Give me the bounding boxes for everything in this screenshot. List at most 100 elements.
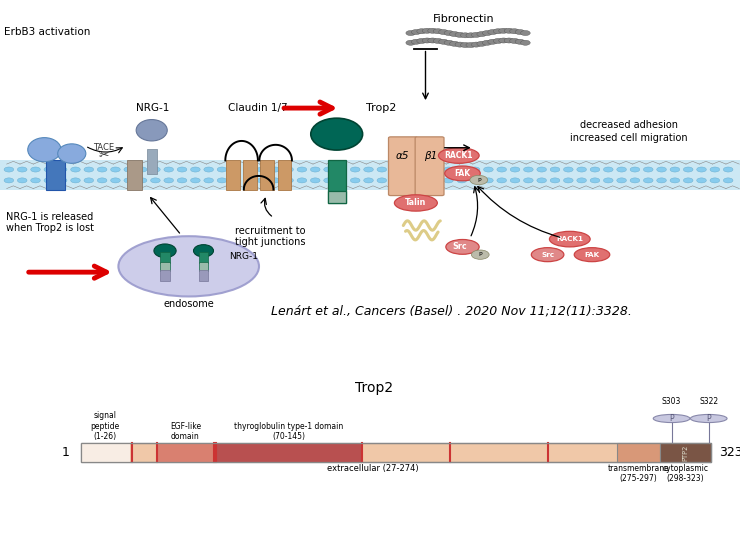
Circle shape (364, 178, 374, 183)
Circle shape (466, 33, 476, 38)
Circle shape (417, 29, 426, 34)
FancyBboxPatch shape (415, 137, 444, 195)
Circle shape (710, 178, 719, 183)
Circle shape (683, 167, 693, 172)
Circle shape (710, 167, 719, 172)
Circle shape (521, 40, 530, 45)
Circle shape (244, 167, 253, 172)
Circle shape (499, 28, 508, 33)
Circle shape (297, 178, 307, 183)
Circle shape (411, 39, 421, 44)
Text: transmembrane
(275-297): transmembrane (275-297) (608, 464, 669, 483)
Circle shape (537, 167, 546, 172)
Circle shape (431, 178, 440, 183)
Text: Talin: Talin (406, 199, 426, 207)
Circle shape (178, 178, 186, 183)
Bar (328, 191, 346, 203)
Circle shape (391, 178, 400, 183)
Text: ErbB3 activation: ErbB3 activation (4, 27, 90, 37)
Text: increased cell migration: increased cell migration (571, 133, 687, 143)
Circle shape (244, 178, 253, 183)
Circle shape (657, 167, 666, 172)
Text: Fibronectin: Fibronectin (433, 14, 494, 24)
Circle shape (510, 38, 519, 44)
Circle shape (450, 31, 460, 37)
Circle shape (497, 167, 507, 172)
Circle shape (696, 178, 706, 183)
Text: P: P (707, 414, 711, 423)
Circle shape (591, 178, 599, 183)
Bar (81, 443, 130, 462)
Text: decreased adhesion: decreased adhesion (580, 120, 678, 130)
Bar (161, 252, 170, 263)
Circle shape (433, 38, 443, 44)
Text: signal
peptide
(1-26): signal peptide (1-26) (90, 411, 120, 441)
Circle shape (4, 167, 13, 172)
Text: 323: 323 (719, 446, 740, 459)
Circle shape (450, 41, 460, 46)
Circle shape (494, 29, 503, 34)
Circle shape (723, 178, 733, 183)
Circle shape (477, 41, 486, 46)
Ellipse shape (549, 231, 591, 247)
Circle shape (455, 32, 465, 37)
Circle shape (337, 167, 347, 172)
Circle shape (423, 38, 432, 43)
Circle shape (44, 167, 54, 172)
Circle shape (466, 43, 476, 48)
Circle shape (564, 178, 573, 183)
Circle shape (439, 39, 448, 44)
Circle shape (511, 167, 519, 172)
Circle shape (577, 167, 586, 172)
Bar (660, 443, 710, 462)
Circle shape (471, 250, 489, 259)
Circle shape (258, 167, 266, 172)
Circle shape (521, 31, 530, 36)
Ellipse shape (194, 245, 214, 257)
Circle shape (71, 178, 81, 183)
Bar (161, 262, 170, 271)
Circle shape (411, 30, 421, 35)
Circle shape (417, 38, 426, 44)
Circle shape (488, 30, 497, 35)
Circle shape (164, 167, 174, 172)
Circle shape (30, 178, 40, 183)
Circle shape (444, 40, 454, 45)
Text: recruitment to
tight junctions: recruitment to tight junctions (235, 226, 306, 247)
Circle shape (311, 167, 320, 172)
Circle shape (433, 29, 443, 34)
Circle shape (444, 178, 453, 183)
Circle shape (577, 178, 586, 183)
Circle shape (723, 167, 733, 172)
Circle shape (271, 167, 280, 172)
Circle shape (484, 178, 494, 183)
Text: S322: S322 (699, 396, 719, 406)
Ellipse shape (394, 195, 437, 211)
Text: Src: Src (452, 242, 467, 252)
Circle shape (657, 178, 666, 183)
Text: P: P (477, 178, 480, 183)
Bar (226, 160, 240, 190)
Text: S303: S303 (662, 396, 682, 406)
Bar (215, 443, 363, 462)
Circle shape (604, 167, 613, 172)
Circle shape (499, 38, 508, 43)
Circle shape (670, 167, 679, 172)
Circle shape (84, 178, 94, 183)
Circle shape (537, 178, 546, 183)
Circle shape (71, 167, 81, 172)
Circle shape (18, 167, 27, 172)
Bar (46, 160, 65, 190)
Circle shape (138, 178, 147, 183)
Circle shape (283, 167, 293, 172)
Circle shape (111, 167, 120, 172)
Circle shape (653, 415, 690, 422)
Circle shape (204, 167, 214, 172)
Text: PTP2: PTP2 (682, 444, 688, 461)
Text: TACE: TACE (93, 143, 114, 152)
Ellipse shape (445, 166, 480, 181)
Circle shape (482, 31, 492, 36)
Circle shape (417, 178, 426, 183)
Text: FAK: FAK (454, 169, 471, 178)
Circle shape (97, 167, 107, 172)
